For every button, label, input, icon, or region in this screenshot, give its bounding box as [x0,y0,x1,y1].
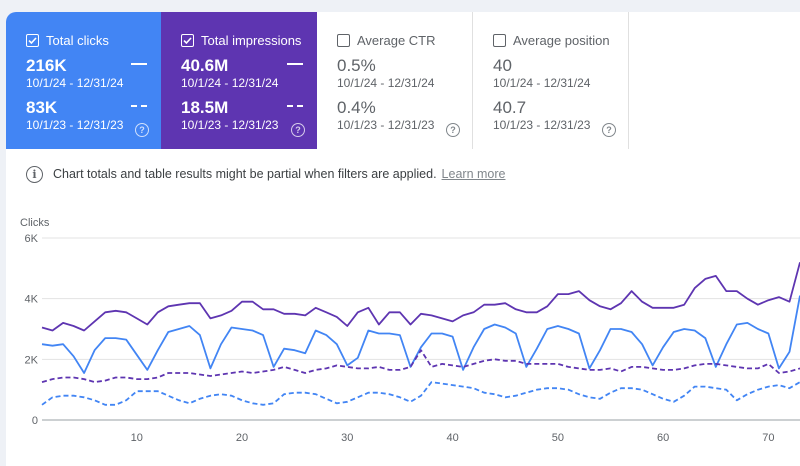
card-label: Total impressions [201,32,302,48]
series-line-1 [41,295,800,374]
date-range: 10/1/23 - 12/31/23 [181,118,279,132]
x-tick-label: 70 [762,432,774,444]
metric-value: 83K [26,98,58,117]
y-tick-label: 0 [32,415,38,427]
help-icon[interactable]: ? [291,123,305,137]
current-metric: 40 10/1/24 - 12/31/24 [493,56,628,91]
chart-grid [42,237,800,421]
metric-value: 216K [26,56,67,75]
current-metric: 216K 10/1/24 - 12/31/24 [26,56,161,91]
x-tick-label: 30 [341,432,353,444]
clicks-impressions-chart[interactable]: Clicks 0 2K 4K 6K 10 20 30 40 50 60 70 [6,212,800,466]
previous-metric: 18.5M 10/1/23 - 12/31/23 [181,98,317,133]
metric-value: 40.6M [181,56,229,75]
date-range: 10/1/23 - 12/31/23 [337,118,435,132]
previous-metric: 40.7 10/1/23 - 12/31/23 [493,98,628,133]
learn-more-link[interactable]: Learn more [441,167,506,181]
series-line-2 [41,349,800,384]
date-range: 10/1/24 - 12/31/24 [493,76,591,90]
metric-value: 0.4% [337,98,376,117]
y-axis-label: Clicks [20,217,50,229]
notice-text: Chart totals and table results might be … [53,167,437,181]
performance-panel: Total clicks 216K 10/1/24 - 12/31/24 83K… [6,12,800,466]
metric-value: 18.5M [181,98,229,117]
chart-labels: Clicks 0 2K 4K 6K 10 20 30 40 50 60 70 [20,217,775,444]
card-header: Average position [493,32,628,48]
help-icon[interactable]: ? [602,123,616,137]
total-impressions-card[interactable]: Total impressions 40.6M 10/1/24 - 12/31/… [161,12,317,149]
card-header: Total impressions [181,32,317,48]
date-range: 10/1/24 - 12/31/24 [26,76,124,90]
series-line-3 [41,381,800,406]
solid-line-legend-icon [287,63,303,65]
date-range: 10/1/23 - 12/31/23 [493,118,591,132]
average-position-card[interactable]: Average position 40 10/1/24 - 12/31/24 4… [473,12,629,149]
metric-value: 40 [493,56,512,75]
metric-cards: Total clicks 216K 10/1/24 - 12/31/24 83K… [6,12,800,149]
y-tick-label: 6K [25,233,39,245]
metric-value: 40.7 [493,98,527,117]
x-tick-label: 10 [131,432,143,444]
y-tick-label: 2K [25,354,39,366]
current-metric: 40.6M 10/1/24 - 12/31/24 [181,56,317,91]
date-range: 10/1/23 - 12/31/23 [26,118,124,132]
total-clicks-card[interactable]: Total clicks 216K 10/1/24 - 12/31/24 83K… [6,12,161,149]
solid-line-legend-icon [131,63,147,65]
series-line-0 [41,262,800,332]
x-tick-label: 20 [236,432,248,444]
info-icon: i [26,165,43,183]
x-tick-label: 60 [657,432,669,444]
chart-series [41,262,800,406]
help-icon[interactable]: ? [135,123,149,137]
card-label: Average position [513,32,610,48]
partial-data-notice: i Chart totals and table results might b… [26,164,505,184]
date-range: 10/1/24 - 12/31/24 [181,76,279,90]
card-header: Average CTR [337,32,472,48]
dashed-line-legend-icon [131,105,147,107]
card-label: Average CTR [357,32,436,48]
checkbox-checked-icon[interactable] [26,33,39,47]
previous-metric: 0.4% 10/1/23 - 12/31/23 [337,98,472,133]
y-tick-label: 4K [25,294,39,306]
previous-metric: 83K 10/1/23 - 12/31/23 [26,98,161,133]
x-tick-label: 40 [446,432,458,444]
average-ctr-card[interactable]: Average CTR 0.5% 10/1/24 - 12/31/24 0.4%… [317,12,473,149]
card-header: Total clicks [26,32,161,48]
checkbox-unchecked-icon[interactable] [493,33,506,47]
checkbox-unchecked-icon[interactable] [337,33,350,47]
metric-value: 0.5% [337,56,376,75]
checkbox-checked-icon[interactable] [181,33,194,47]
help-icon[interactable]: ? [446,123,460,137]
current-metric: 0.5% 10/1/24 - 12/31/24 [337,56,472,91]
x-tick-label: 50 [552,432,564,444]
date-range: 10/1/24 - 12/31/24 [337,76,435,90]
dashed-line-legend-icon [287,105,303,107]
card-label: Total clicks [46,32,109,48]
